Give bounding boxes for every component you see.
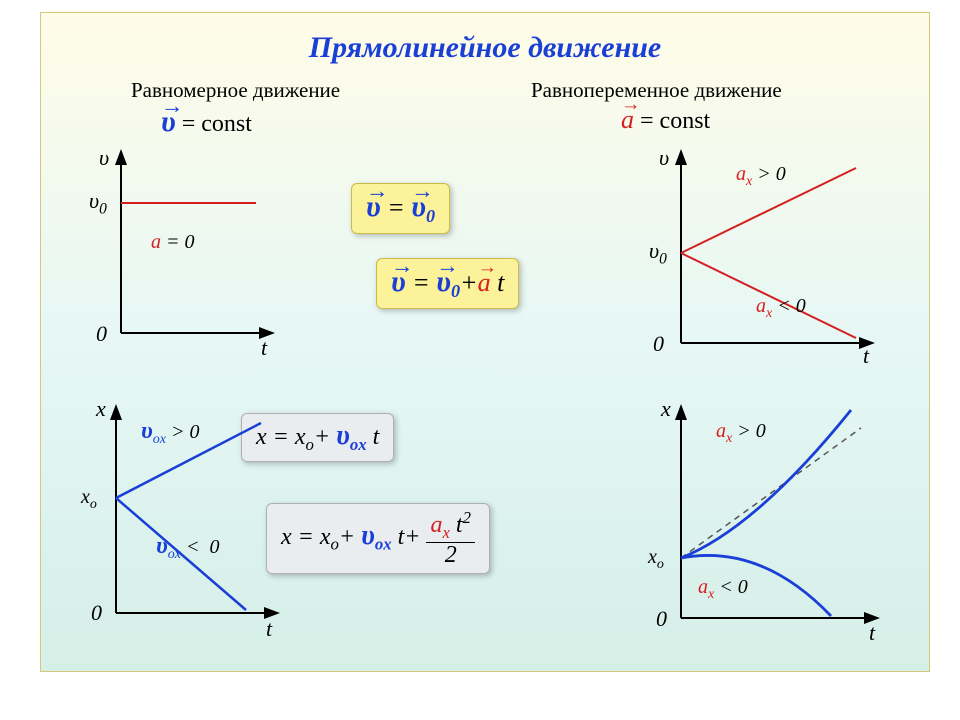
upsilon-vec-icon: υ	[161, 105, 176, 139]
chart1-ylabel: υ	[99, 145, 109, 171]
main-title: Прямолинейное движение	[41, 31, 929, 65]
chart4-origin: 0	[656, 606, 667, 632]
chart2-anno-down: ax < 0	[756, 295, 806, 322]
chart2-anno-up: ax > 0	[736, 163, 786, 190]
chart2-xlabel: t	[863, 343, 869, 369]
chart2-ymarker: υ0	[649, 238, 667, 268]
chart4-anno-down: ax < 0	[698, 576, 748, 603]
chart3-ymarker: xo	[81, 486, 97, 513]
chart3-origin: 0	[91, 600, 102, 626]
chart2-ylabel: υ	[659, 145, 669, 171]
right-const: a = const	[621, 105, 710, 135]
chart1-origin: 0	[96, 321, 107, 347]
chart3-ylabel: x	[96, 396, 106, 422]
chart3-xlabel: t	[266, 616, 272, 642]
a-vec-icon: a	[621, 105, 634, 135]
formula-v-eq-v0-at: υ = υ0+a t	[376, 258, 519, 309]
formula-x-accel: x = xo+ υox t+ ax t2 2	[266, 503, 490, 574]
chart1-annotation: a = 0	[151, 231, 195, 254]
chart4-anno-up: ax > 0	[716, 420, 766, 447]
chart3-anno-up: υox > 0	[141, 418, 199, 448]
chart-uniform-position: x t 0 xo υox > 0 υox < 0	[61, 398, 291, 638]
chart-accel-position: x t 0 xo ax > 0 ax < 0	[626, 398, 886, 643]
chart-accel-velocity: υ t 0 υ0 ax > 0 ax < 0	[631, 143, 881, 363]
chart2-origin: 0	[653, 331, 664, 357]
right-subtitle: Равнопеременное движение	[531, 78, 782, 103]
formula-v-eq-v0: υ = υ0	[351, 183, 450, 234]
chart-uniform-velocity: υ t 0 υ0 a = 0	[71, 143, 281, 353]
chart1-xlabel: t	[261, 335, 267, 361]
chart4-ylabel: x	[661, 396, 671, 422]
left-const: υ = const	[161, 105, 252, 139]
chart4-xlabel: t	[869, 620, 875, 646]
chart3-anno-down: υox < 0	[156, 533, 219, 563]
chart4-ymarker: xo	[648, 546, 664, 573]
chart1-ymarker: υ0	[89, 188, 107, 218]
